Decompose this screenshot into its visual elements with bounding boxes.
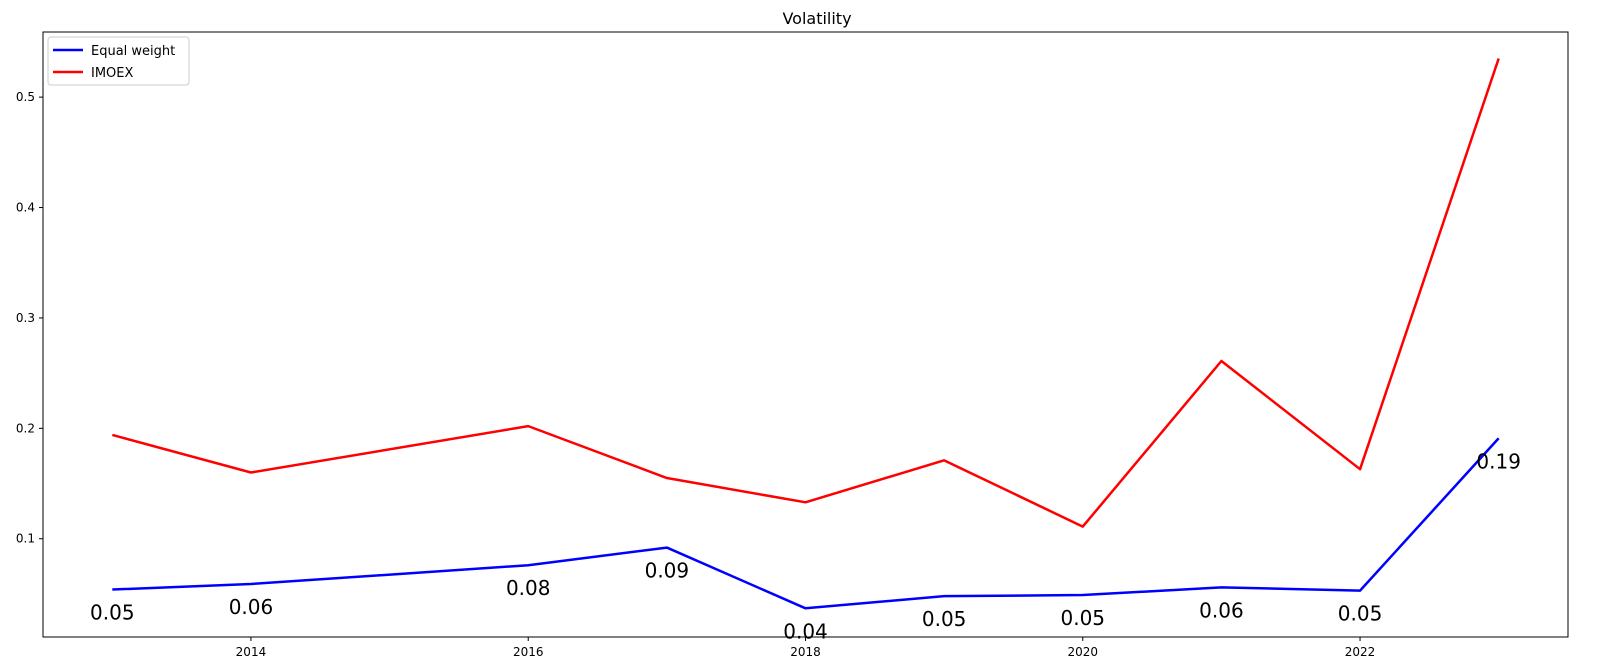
y-tick-label: 0.1 — [16, 532, 35, 546]
legend-label: Equal weight — [91, 44, 175, 59]
x-tick-label: 2018 — [790, 645, 821, 659]
y-axis: 0.1 0.2 0.3 0.4 0.5 — [16, 90, 43, 546]
series-line-0 — [112, 437, 1500, 610]
plot-frame — [42, 31, 1569, 638]
x-axis: 2014 2016 2018 2020 2022 — [236, 637, 1376, 659]
series-lines — [111, 58, 1500, 610]
data-label: 0.04 — [783, 619, 828, 643]
legend-label: IMOEX — [91, 66, 133, 81]
data-label: 0.05 — [90, 601, 135, 625]
x-tick-label: 2020 — [1067, 645, 1098, 659]
data-label: 0.05 — [1338, 602, 1383, 626]
x-tick-label: 2016 — [513, 645, 544, 659]
legend-box — [47, 36, 190, 86]
data-label: 0.06 — [1199, 598, 1244, 622]
data-label: 0.08 — [506, 576, 551, 600]
y-tick-label: 0.5 — [16, 90, 35, 104]
data-label: 0.06 — [229, 595, 274, 619]
y-tick-label: 0.3 — [16, 311, 35, 325]
data-label: 0.09 — [645, 559, 690, 583]
y-tick-label: 0.2 — [16, 421, 35, 435]
x-tick-label: 2014 — [236, 645, 267, 659]
x-tick-label: 2022 — [1345, 645, 1376, 659]
data-label: 0.05 — [1061, 606, 1106, 630]
data-labels: 0.05 0.06 0.08 0.09 0.04 0.05 0.05 0.06 0.05 0.19 — [90, 449, 1521, 643]
series-line-1 — [111, 58, 1500, 528]
data-label: 0.05 — [922, 607, 967, 631]
chart-title: Volatility — [782, 9, 851, 28]
data-label: 0.19 — [1476, 449, 1521, 473]
y-tick-label: 0.4 — [16, 201, 35, 215]
legend: Equal weight IMOEX — [47, 36, 190, 86]
